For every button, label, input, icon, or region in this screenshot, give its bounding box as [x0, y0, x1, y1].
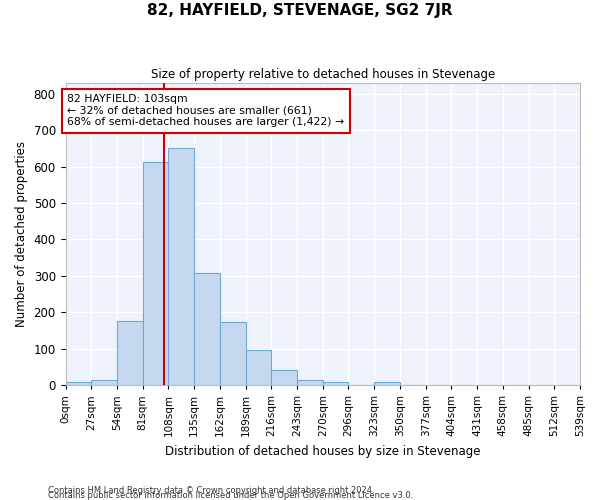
Bar	[194, 274, 220, 385]
Bar	[169, 148, 194, 385]
Text: Contains HM Land Registry data © Crown copyright and database right 2024.: Contains HM Land Registry data © Crown c…	[48, 486, 374, 495]
Bar	[220, 322, 245, 385]
X-axis label: Distribution of detached houses by size in Stevenage: Distribution of detached houses by size …	[165, 444, 481, 458]
Y-axis label: Number of detached properties: Number of detached properties	[15, 141, 28, 327]
Title: Size of property relative to detached houses in Stevenage: Size of property relative to detached ho…	[151, 68, 495, 80]
Bar	[65, 382, 91, 385]
Bar	[91, 380, 117, 385]
Text: 82, HAYFIELD, STEVENAGE, SG2 7JR: 82, HAYFIELD, STEVENAGE, SG2 7JR	[147, 2, 453, 18]
Bar	[374, 382, 400, 385]
Text: 82 HAYFIELD: 103sqm
← 32% of detached houses are smaller (661)
68% of semi-detac: 82 HAYFIELD: 103sqm ← 32% of detached ho…	[67, 94, 344, 127]
Bar	[117, 322, 143, 385]
Bar	[297, 380, 323, 385]
Bar	[271, 370, 297, 385]
Bar	[143, 162, 169, 385]
Text: Contains public sector information licensed under the Open Government Licence v3: Contains public sector information licen…	[48, 490, 413, 500]
Bar	[245, 350, 271, 385]
Bar	[323, 382, 349, 385]
